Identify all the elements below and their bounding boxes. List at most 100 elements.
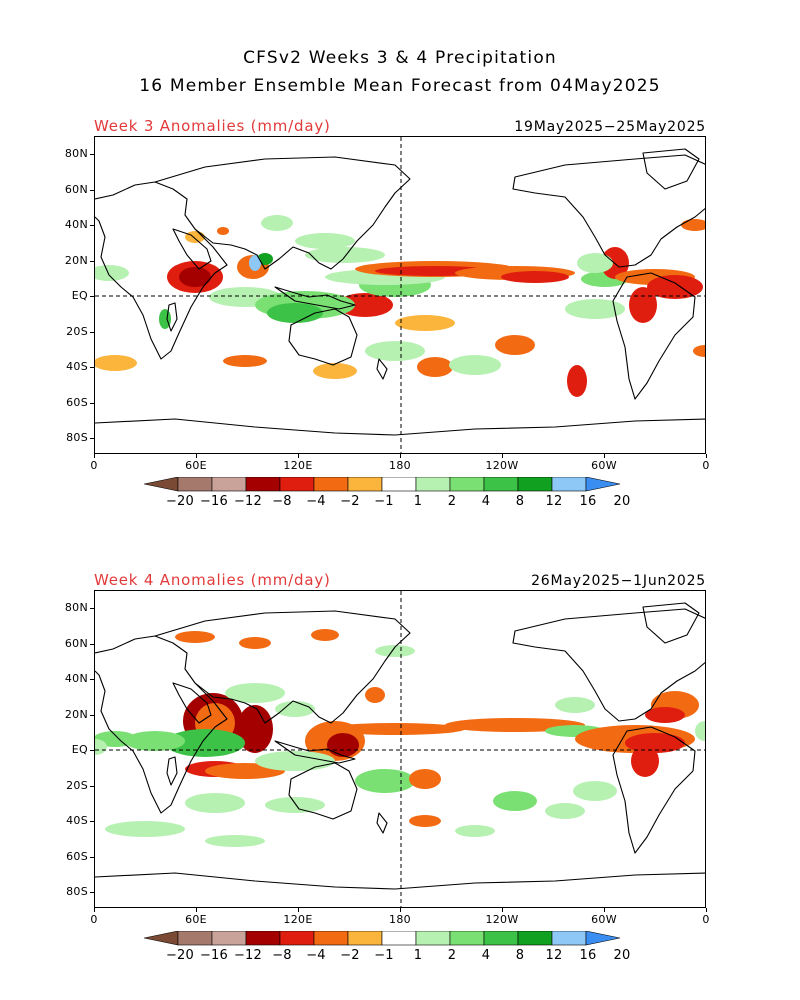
week4-lon-tick xyxy=(502,908,503,912)
week3-indonesia-coastline xyxy=(274,286,356,310)
week3-anomaly-region-30 xyxy=(267,303,323,323)
week4-north-america-coastline xyxy=(512,608,705,722)
week4-anomaly-region-36 xyxy=(95,739,107,755)
week3-lat-label: 40S xyxy=(66,360,88,373)
week4-colorbar-swatch xyxy=(551,930,587,946)
week4-colorbar-arrow-left xyxy=(143,930,179,946)
week3-lat-label: EQ xyxy=(71,289,88,302)
week3-anomaly-region-35 xyxy=(95,265,129,281)
week4-colorbar-label: 8 xyxy=(515,948,525,963)
week4-anomaly-region-31 xyxy=(555,697,595,713)
week4-anomaly-region-28 xyxy=(375,645,415,657)
week3-madagascar-coastline xyxy=(166,302,178,332)
week3-colorbar-swatch xyxy=(483,476,519,492)
week3-lat-tick xyxy=(90,225,94,226)
week3-lon-tick xyxy=(298,454,299,458)
week3-lon-label: 0 xyxy=(90,459,98,472)
week4-anomaly-region-39 xyxy=(455,825,495,837)
week4-anomaly-region-22 xyxy=(573,781,617,801)
week4-anomaly-region-8 xyxy=(325,723,465,735)
week3-anomaly-region-24 xyxy=(565,299,625,319)
week3-dates: 19May2025−25May2025 xyxy=(514,119,706,135)
week4-lat-label: 60S xyxy=(66,849,88,863)
week4-colorbar: −20 −16 −12 −8 −4 −2 −1 1 2 4 8 12 16 20 xyxy=(143,930,656,963)
week4-colorbar-label: 2 xyxy=(447,948,457,963)
week3-colorbar: −20 −16 −12 −8 −4 −2 −1 1 2 4 8 12 16 20 xyxy=(143,476,656,509)
week4-anomaly-region-19 xyxy=(355,769,415,793)
week4-antarctica-coastline xyxy=(95,872,705,890)
week3-anomaly-region-5 xyxy=(337,293,393,317)
week4-lon-tick xyxy=(400,908,401,912)
week4-lat-tick xyxy=(90,643,94,645)
week3-map xyxy=(94,136,706,454)
week3-lat-label: 80S xyxy=(66,431,88,444)
week4-asia-coastline xyxy=(154,610,411,724)
week4-lat-label: 80N xyxy=(64,601,88,614)
week3-anomaly-region-11 xyxy=(501,271,569,283)
week4-lat-label: 40N xyxy=(64,672,88,685)
week4-label: Week 4 Anomalies (mm/day) xyxy=(94,571,331,589)
week4-colorbar-swatch xyxy=(245,930,281,946)
week4-lon-label: 0 xyxy=(90,913,98,926)
week3-lon-label: 180 xyxy=(389,459,411,472)
week3-colorbar-label: 16 xyxy=(579,494,597,509)
week3-lat-tick xyxy=(90,367,94,368)
week4-south-america-coastline xyxy=(612,726,696,854)
week3-anomaly-region-15 xyxy=(647,275,703,299)
title-line-2: 16 Member Ensemble Mean Forecast from 04… xyxy=(139,76,661,96)
week3-colorbar-label: −1 xyxy=(374,494,394,509)
week3-lon-label: 60E xyxy=(185,459,207,472)
week4-colorbar-swatch xyxy=(347,930,383,946)
week4-lat-tick xyxy=(90,821,94,822)
week3-colorbar-swatch xyxy=(517,476,553,492)
week3-north-america-coastline xyxy=(512,154,705,268)
week4-colorbar-label: 12 xyxy=(545,948,563,963)
week4-lat-label: 20S xyxy=(66,778,88,792)
week4-lat-label: EQ xyxy=(71,743,88,756)
week4-anomaly-region-17 xyxy=(185,793,245,813)
week4-colorbar-swatch xyxy=(313,930,349,946)
week4-colorbar-label: −12 xyxy=(233,948,263,963)
week4-anomaly-region-24 xyxy=(205,835,265,847)
week4-anomaly-region-37 xyxy=(365,687,385,703)
week4-europe-africa-coastline xyxy=(95,635,228,814)
week4-colorbar-arrow-right xyxy=(585,930,621,946)
week4-lon-tick xyxy=(196,908,197,912)
week4-lat-label: 80S xyxy=(66,885,88,898)
week4-colorbar-label: 20 xyxy=(613,948,631,963)
week4-madagascar-coastline xyxy=(166,756,178,786)
week3-colorbar-label: 1 xyxy=(413,494,423,509)
week4-lat-tick xyxy=(90,679,94,680)
week3-colorbar-swatch xyxy=(313,476,349,492)
week4-lat-label: 40S xyxy=(66,814,88,827)
week4-colorbar-swatch xyxy=(449,930,485,946)
week3-colorbar-label: 2 xyxy=(447,494,457,509)
week4-indonesia-coastline xyxy=(274,740,356,764)
week3-lat-label: 80N xyxy=(64,147,88,160)
week4-anomaly-region-13 xyxy=(631,745,659,777)
week4-colorbar-label: −4 xyxy=(306,948,326,963)
week3-lat-tick xyxy=(90,438,94,439)
week4-lon-tick xyxy=(298,908,299,912)
week4-map-svg xyxy=(95,591,705,907)
week4-colorbar-label: 1 xyxy=(413,948,423,963)
week3-colorbar-label: −4 xyxy=(306,494,326,509)
week4-lon-tick xyxy=(604,908,605,912)
week3-colorbar-label: −20 xyxy=(165,494,195,509)
week3-colorbar-label: 20 xyxy=(613,494,631,509)
week4-lon-tick xyxy=(706,908,707,912)
week3-anomaly-region-21 xyxy=(223,355,267,367)
week4-lon-label: 180 xyxy=(389,913,411,926)
week3-anomaly-region-36 xyxy=(681,219,705,231)
week4-anomaly-region-21 xyxy=(493,791,537,811)
week4-lon-label: 60E xyxy=(185,913,207,926)
week3-europe-africa-coastline xyxy=(95,181,228,360)
week4-lat-tick xyxy=(90,785,94,787)
week3-colorbar-swatch xyxy=(177,476,213,492)
week3-lon-label: 120E xyxy=(283,459,313,472)
week4-colorbar-label: −8 xyxy=(272,948,292,963)
week3-colorbar-swatch xyxy=(381,476,417,492)
week4-anomaly-region-27 xyxy=(311,629,339,641)
week3-lat-label: 60S xyxy=(66,395,88,409)
week3-lon-tick xyxy=(400,454,401,458)
